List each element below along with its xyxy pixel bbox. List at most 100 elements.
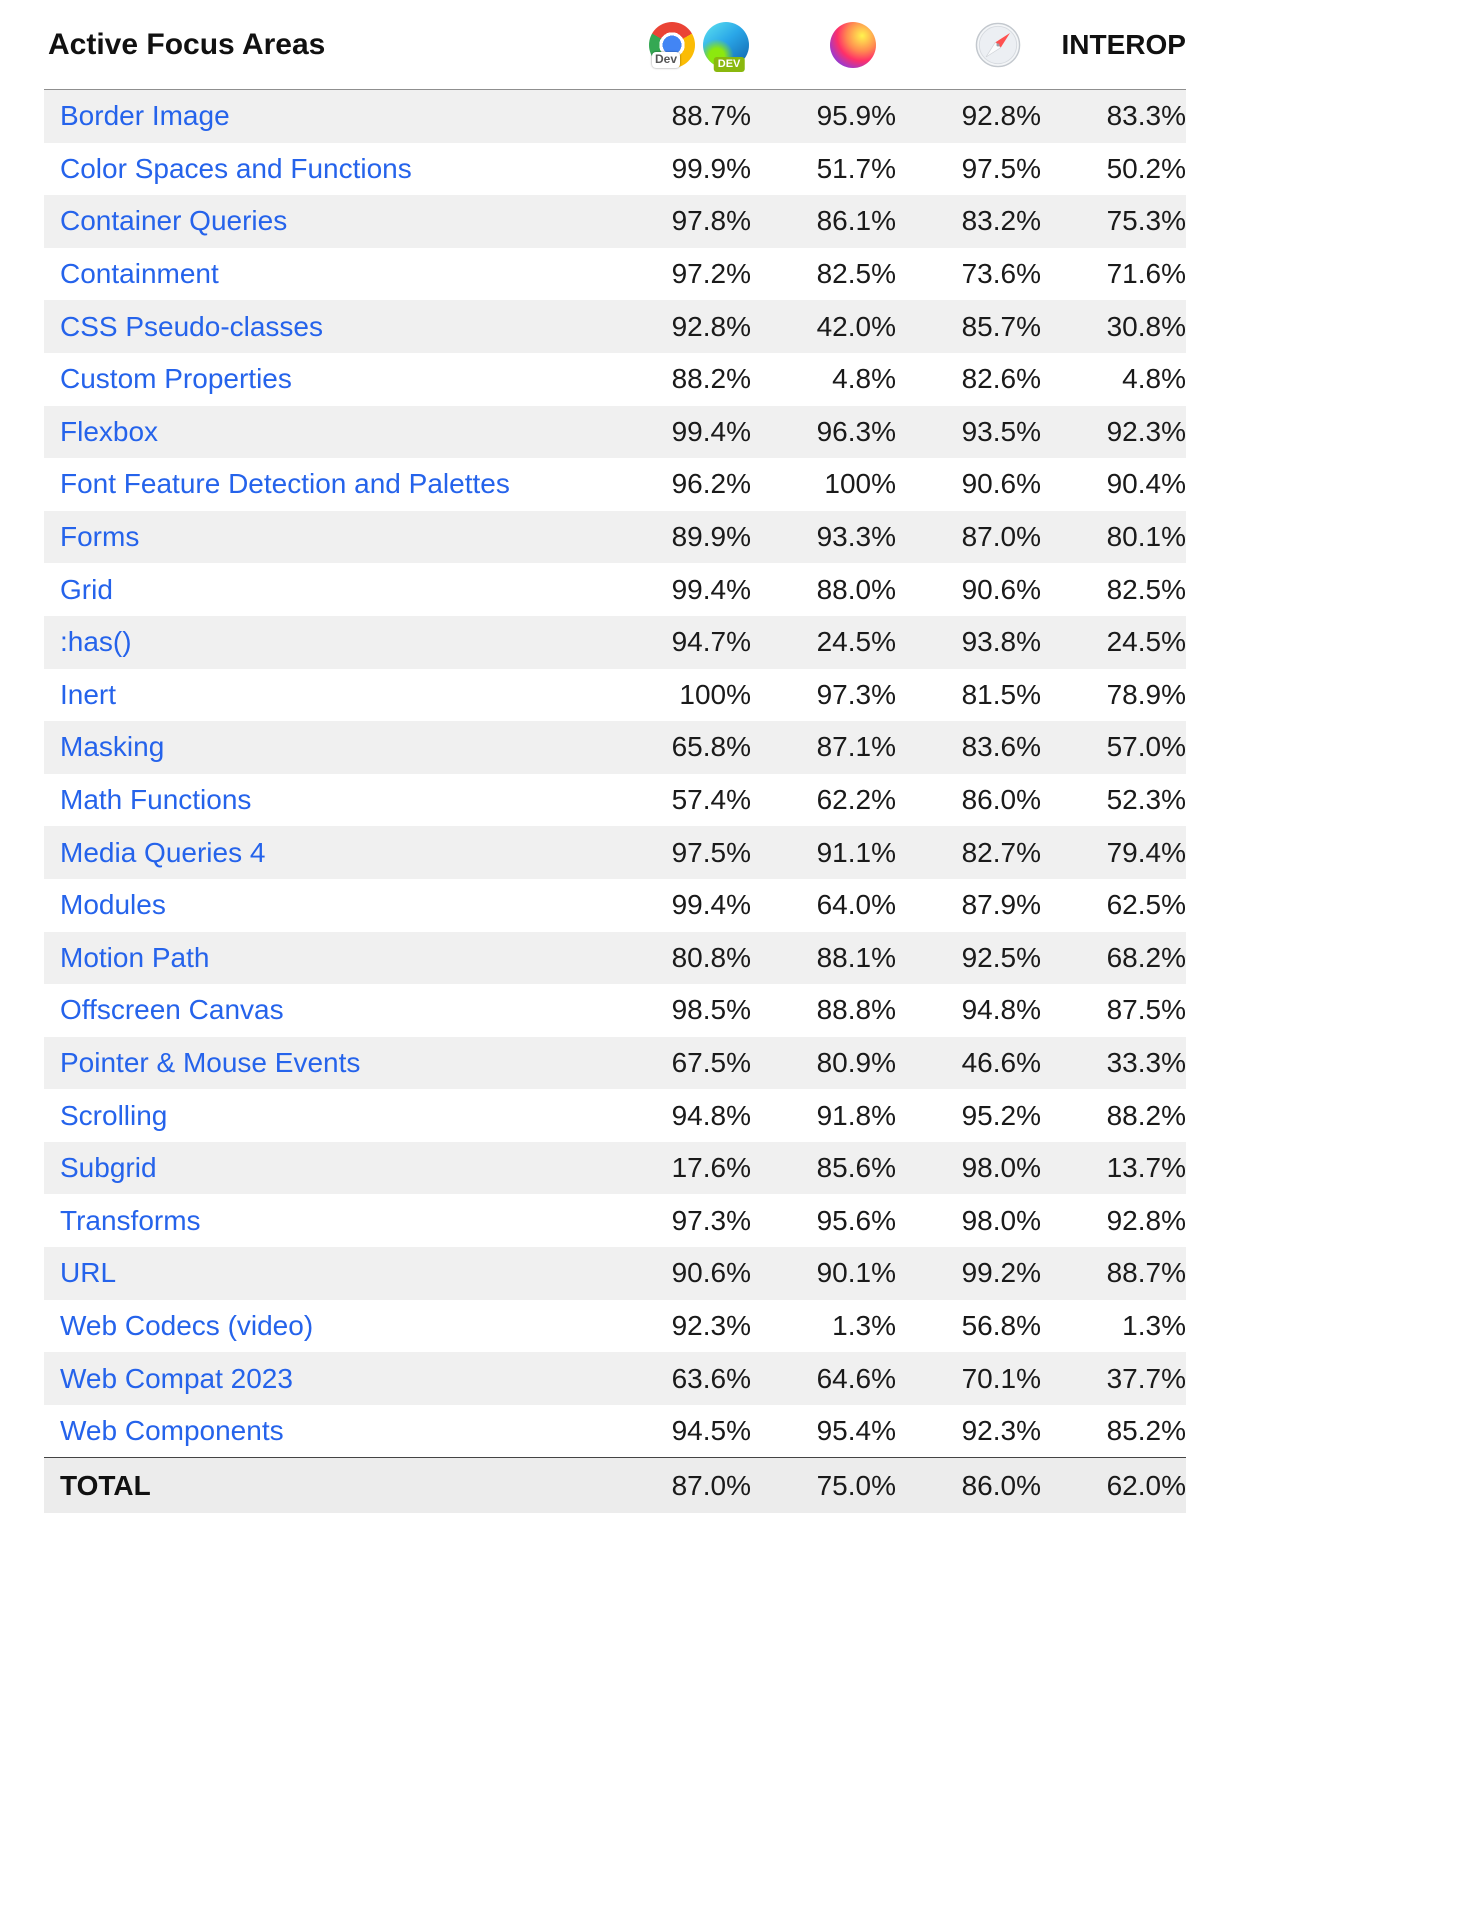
score-cell: 82.5% (816, 258, 896, 290)
score-cell: 82.5% (1106, 573, 1186, 605)
focus-area-link[interactable]: Web Components (60, 1415, 284, 1447)
focus-area-link[interactable]: Flexbox (60, 415, 159, 447)
focus-area-link[interactable]: Media Queries 4 (60, 836, 266, 868)
score-cell: 1.3% (1122, 1309, 1186, 1341)
table-row: Offscreen Canvas 98.5% 88.8% 94.8% 87.5% (44, 984, 1186, 1037)
score-cell: 56.8% (961, 1309, 1041, 1341)
score-cell: 81.5% (961, 678, 1041, 710)
focus-area-link[interactable]: Scrolling (60, 1099, 168, 1131)
score-cell: 88.8% (816, 994, 896, 1026)
table-title: Active Focus Areas (48, 27, 326, 61)
focus-area-link[interactable]: Motion Path (60, 941, 210, 973)
score-cell: 91.8% (816, 1099, 896, 1131)
score-cell: 96.2% (671, 468, 751, 500)
table-row: Web Codecs (video) 92.3% 1.3% 56.8% 1.3% (44, 1300, 1186, 1353)
score-cell: 98.5% (671, 994, 751, 1026)
total-label: TOTAL (60, 1469, 151, 1501)
score-cell: 94.5% (671, 1415, 751, 1447)
score-cell: 83.6% (961, 731, 1041, 763)
table-row: Masking 65.8% 87.1% 83.6% 57.0% (44, 721, 1186, 774)
focus-area-link[interactable]: Modules (60, 889, 166, 921)
score-cell: 13.7% (1106, 1152, 1186, 1184)
score-cell: 88.0% (816, 573, 896, 605)
focus-area-link[interactable]: Web Compat 2023 (60, 1362, 293, 1394)
table-body: Border Image 88.7% 95.9% 92.8% 83.3% Color Sp… (44, 90, 1186, 1457)
focus-area-link[interactable]: Transforms (60, 1204, 201, 1236)
score-cell: 51.7% (816, 152, 896, 184)
focus-area-link[interactable]: Containment (60, 258, 219, 290)
score-cell: 1.3% (832, 1309, 896, 1341)
score-cell: 100% (679, 678, 751, 710)
score-cell: 94.8% (671, 1099, 751, 1131)
focus-area-link[interactable]: Border Image (60, 100, 230, 132)
score-cell: 87.5% (1106, 994, 1186, 1026)
score-cell: 92.8% (961, 100, 1041, 132)
score-cell: 94.7% (671, 626, 751, 658)
focus-area-link[interactable]: Custom Properties (60, 363, 292, 395)
score-cell: 4.8% (1122, 363, 1186, 395)
score-cell: 99.4% (671, 889, 751, 921)
table-row: Containment 97.2% 82.5% 73.6% 71.6% (44, 248, 1186, 301)
focus-area-link[interactable]: Masking (60, 731, 165, 763)
score-cell: 24.5% (816, 626, 896, 658)
total-score-chrome-dev: 87.0% (671, 1469, 751, 1501)
chrome-dev-badge: Dev (652, 52, 681, 68)
score-cell: 88.1% (816, 941, 896, 973)
interop-dashboard-table: Active Focus Areas Dev DEV INTEROP Borde… (44, 0, 1186, 1514)
score-cell: 97.2% (671, 258, 751, 290)
score-cell: 97.3% (671, 1204, 751, 1236)
score-cell: 57.4% (671, 784, 751, 816)
score-cell: 63.6% (671, 1362, 751, 1394)
score-cell: 37.7% (1106, 1362, 1186, 1394)
score-cell: 83.3% (1106, 100, 1186, 132)
column-header-firefox (751, 21, 896, 68)
column-header-interop: INTEROP (1061, 28, 1186, 60)
focus-area-link[interactable]: Math Functions (60, 784, 252, 816)
focus-area-link[interactable]: Pointer & Mouse Events (60, 1046, 361, 1078)
score-cell: 90.6% (961, 573, 1041, 605)
score-cell: 71.6% (1106, 258, 1186, 290)
score-cell: 68.2% (1106, 941, 1186, 973)
focus-area-link[interactable]: Offscreen Canvas (60, 994, 284, 1026)
score-cell: 95.2% (961, 1099, 1041, 1131)
score-cell: 86.0% (961, 784, 1041, 816)
score-cell: 30.8% (1106, 310, 1186, 342)
score-cell: 24.5% (1106, 626, 1186, 658)
score-cell: 97.5% (671, 836, 751, 868)
focus-area-link[interactable]: Subgrid (60, 1152, 157, 1184)
score-cell: 67.5% (671, 1046, 751, 1078)
edge-dev-badge: DEV (713, 57, 745, 72)
score-cell: 64.0% (816, 889, 896, 921)
focus-area-link[interactable]: Forms (60, 521, 140, 553)
score-cell: 92.5% (961, 941, 1041, 973)
score-cell: 94.8% (961, 994, 1041, 1026)
focus-area-link[interactable]: Grid (60, 573, 113, 605)
score-cell: 92.8% (1106, 1204, 1186, 1236)
focus-area-link[interactable]: URL (60, 1257, 117, 1289)
focus-area-link[interactable]: Container Queries (60, 205, 288, 237)
score-cell: 100% (824, 468, 896, 500)
table-row: Web Components 94.5% 95.4% 92.3% 85.2% (44, 1405, 1186, 1458)
score-cell: 97.3% (816, 678, 896, 710)
table-row: CSS Pseudo-classes 92.8% 42.0% 85.7% 30.8% (44, 300, 1186, 353)
focus-area-link[interactable]: Inert (60, 678, 117, 710)
score-cell: 62.5% (1106, 889, 1186, 921)
table-row: Container Queries 97.8% 86.1% 83.2% 75.3% (44, 195, 1186, 248)
focus-area-link[interactable]: Color Spaces and Functions (60, 152, 412, 184)
score-cell: 86.1% (816, 205, 896, 237)
score-cell: 97.5% (961, 152, 1041, 184)
score-cell: 88.7% (1106, 1257, 1186, 1289)
score-cell: 87.9% (961, 889, 1041, 921)
firefox-icon (830, 21, 876, 68)
total-row: TOTAL 87.0% 75.0% 86.0% 62.0% (44, 1457, 1186, 1514)
score-cell: 85.7% (961, 310, 1041, 342)
score-cell: 90.4% (1106, 468, 1186, 500)
focus-area-link[interactable]: Font Feature Detection and Palettes (60, 468, 510, 500)
total-score-firefox: 75.0% (816, 1469, 896, 1501)
focus-area-link[interactable]: Web Codecs (video) (60, 1309, 314, 1341)
table-row: Custom Properties 88.2% 4.8% 82.6% 4.8% (44, 353, 1186, 406)
score-cell: 79.4% (1106, 836, 1186, 868)
focus-area-link[interactable]: :has() (60, 626, 132, 658)
focus-area-link[interactable]: CSS Pseudo-classes (60, 310, 324, 342)
score-cell: 92.8% (671, 310, 751, 342)
